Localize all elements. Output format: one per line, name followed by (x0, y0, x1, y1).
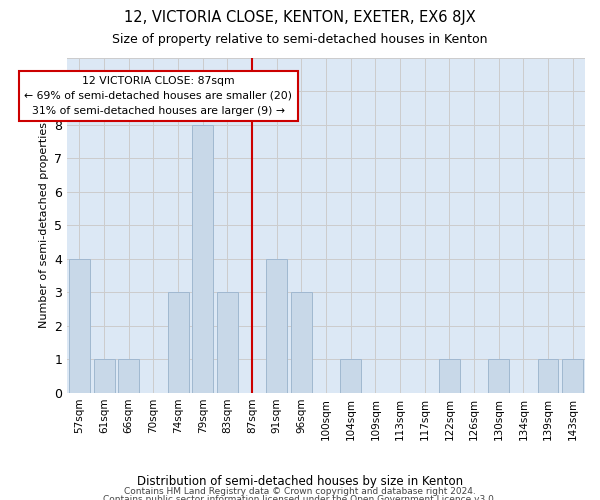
Bar (439, 360, 460, 393)
Text: Contains public sector information licensed under the Open Government Licence v3: Contains public sector information licen… (103, 495, 497, 500)
Text: 12, VICTORIA CLOSE, KENTON, EXETER, EX6 8JX: 12, VICTORIA CLOSE, KENTON, EXETER, EX6 … (124, 10, 476, 25)
Bar (266, 259, 287, 393)
Bar (94, 360, 115, 393)
Bar (69, 259, 90, 393)
Text: Size of property relative to semi-detached houses in Kenton: Size of property relative to semi-detach… (112, 32, 488, 46)
Bar (562, 360, 583, 393)
Bar (340, 360, 361, 393)
Bar (217, 292, 238, 393)
Bar (488, 360, 509, 393)
Text: 12 VICTORIA CLOSE: 87sqm
← 69% of semi-detached houses are smaller (20)
31% of s: 12 VICTORIA CLOSE: 87sqm ← 69% of semi-d… (25, 76, 292, 116)
Bar (118, 360, 139, 393)
Bar (167, 292, 188, 393)
Text: Distribution of semi-detached houses by size in Kenton: Distribution of semi-detached houses by … (137, 475, 463, 488)
Text: Contains HM Land Registry data © Crown copyright and database right 2024.: Contains HM Land Registry data © Crown c… (124, 488, 476, 496)
Bar (192, 124, 213, 393)
Bar (538, 360, 559, 393)
Bar (291, 292, 312, 393)
Y-axis label: Number of semi-detached properties: Number of semi-detached properties (38, 122, 49, 328)
